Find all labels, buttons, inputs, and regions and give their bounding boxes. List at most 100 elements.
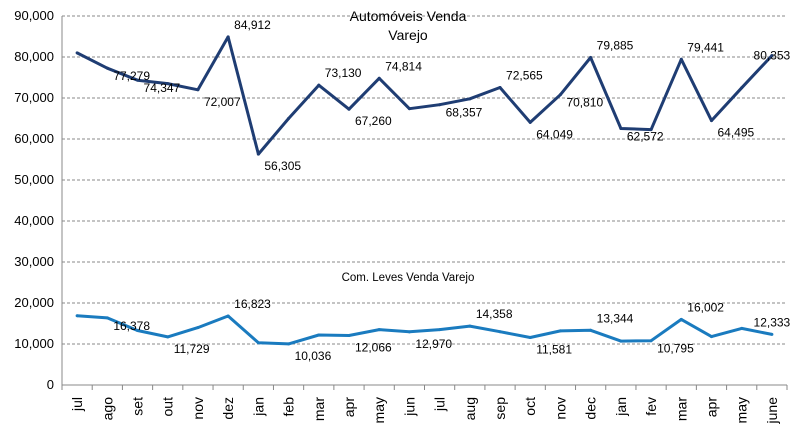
data-point bbox=[619, 339, 623, 343]
x-tick-label: feb bbox=[281, 397, 297, 417]
x-tick-label: nov bbox=[552, 397, 568, 420]
data-point bbox=[589, 55, 593, 59]
data-point bbox=[589, 328, 593, 332]
data-point bbox=[649, 339, 653, 343]
data-label: 79,441 bbox=[687, 40, 724, 54]
x-tick-label: jan bbox=[250, 397, 266, 417]
data-label: 62,572 bbox=[627, 129, 664, 143]
data-point bbox=[196, 88, 200, 92]
data-point bbox=[709, 119, 713, 123]
chart-title-line1: Automóveis Venda bbox=[350, 8, 467, 24]
data-point bbox=[740, 326, 744, 330]
x-tick-label: fev bbox=[643, 397, 659, 416]
x-tick-label: sep bbox=[492, 397, 508, 420]
data-point bbox=[468, 324, 472, 328]
data-label: 56,305 bbox=[264, 159, 301, 173]
data-label: 12,333 bbox=[754, 315, 791, 329]
data-point bbox=[679, 57, 683, 61]
data-point bbox=[347, 107, 351, 111]
data-point bbox=[75, 314, 79, 318]
data-point bbox=[498, 85, 502, 89]
x-tick-label: out bbox=[160, 397, 176, 417]
data-label: 72,007 bbox=[204, 95, 241, 109]
x-tick-label: mar bbox=[311, 397, 327, 421]
x-tick-label: ago bbox=[99, 397, 115, 421]
data-point bbox=[75, 51, 79, 55]
data-point bbox=[528, 336, 532, 340]
data-point bbox=[740, 86, 744, 90]
data-point bbox=[136, 78, 140, 82]
data-label: 11,729 bbox=[174, 342, 210, 356]
data-label: 16,823 bbox=[234, 297, 271, 311]
data-point bbox=[498, 330, 502, 334]
y-tick-label: 60,000 bbox=[14, 131, 54, 146]
y-tick-label: 0 bbox=[47, 377, 54, 392]
data-point bbox=[226, 35, 230, 39]
data-point bbox=[558, 93, 562, 97]
data-label: 10,036 bbox=[295, 349, 332, 363]
data-point bbox=[407, 330, 411, 334]
data-point bbox=[166, 82, 170, 86]
chart-title-line2: Varejo bbox=[388, 27, 428, 43]
data-point bbox=[136, 328, 140, 332]
data-point bbox=[438, 328, 442, 332]
data-point bbox=[770, 332, 774, 336]
data-label: 84,912 bbox=[234, 18, 271, 32]
series-line-2 bbox=[76, 314, 773, 346]
y-tick-label: 70,000 bbox=[14, 90, 54, 105]
y-axis-ticks: 0 10,000 20,000 30,000 40,000 50,000 60,000 70,… bbox=[14, 8, 54, 392]
data-point bbox=[528, 120, 532, 124]
data-label: 14,358 bbox=[476, 307, 513, 321]
data-point bbox=[407, 107, 411, 111]
data-point bbox=[679, 317, 683, 321]
series-line-1 bbox=[76, 35, 773, 156]
data-label: 11,581 bbox=[536, 343, 572, 357]
data-label: 67,260 bbox=[355, 114, 392, 128]
data-point bbox=[105, 316, 109, 320]
x-tick-label: set bbox=[130, 397, 146, 416]
y-tick-label: 50,000 bbox=[14, 172, 54, 187]
x-tick-label: jul bbox=[69, 397, 85, 412]
x-tick-label: may bbox=[371, 397, 387, 423]
y-tick-label: 40,000 bbox=[14, 213, 54, 228]
x-tick-label: oct bbox=[522, 397, 538, 416]
data-label: 13,344 bbox=[597, 311, 634, 325]
x-tick-label: jun bbox=[401, 397, 417, 417]
x-axis-ticks: jul ago set out nov dez jan feb mar apr may jun jul a… bbox=[69, 397, 780, 425]
data-point bbox=[377, 76, 381, 80]
data-point bbox=[287, 117, 291, 120]
x-tick-label: jul bbox=[432, 397, 448, 412]
data-point bbox=[377, 328, 381, 332]
data-point bbox=[317, 83, 321, 87]
data-point bbox=[166, 335, 170, 339]
y-tick-label: 20,000 bbox=[14, 295, 54, 310]
x-tick-label: nov bbox=[190, 397, 206, 420]
data-point bbox=[649, 128, 653, 132]
data-point bbox=[468, 97, 472, 101]
x-tick-label: dec bbox=[583, 397, 599, 420]
y-tick-label: 10,000 bbox=[14, 336, 54, 351]
series-label-com-leves: Com. Leves Venda Varejo bbox=[342, 272, 475, 284]
data-point bbox=[558, 329, 562, 333]
gridlines bbox=[62, 15, 787, 345]
data-point bbox=[770, 54, 774, 58]
x-tick-label: jan bbox=[613, 397, 629, 417]
data-label: 74,814 bbox=[385, 59, 422, 73]
data-label: 73,130 bbox=[325, 66, 362, 80]
data-point bbox=[317, 333, 321, 337]
x-tick-label: aug bbox=[462, 397, 478, 420]
data-label: 16,378 bbox=[113, 319, 150, 333]
data-point bbox=[256, 341, 260, 345]
data-label: 77,279 bbox=[113, 69, 150, 83]
data-point bbox=[287, 342, 291, 346]
x-tick-label: may bbox=[734, 397, 750, 423]
data-label: 74,347 bbox=[144, 81, 181, 95]
data-label: 64,495 bbox=[717, 126, 754, 140]
data-point bbox=[105, 66, 109, 70]
x-tick-label: june bbox=[764, 397, 780, 425]
data-label: 16,002 bbox=[687, 300, 724, 314]
data-point bbox=[226, 314, 230, 318]
